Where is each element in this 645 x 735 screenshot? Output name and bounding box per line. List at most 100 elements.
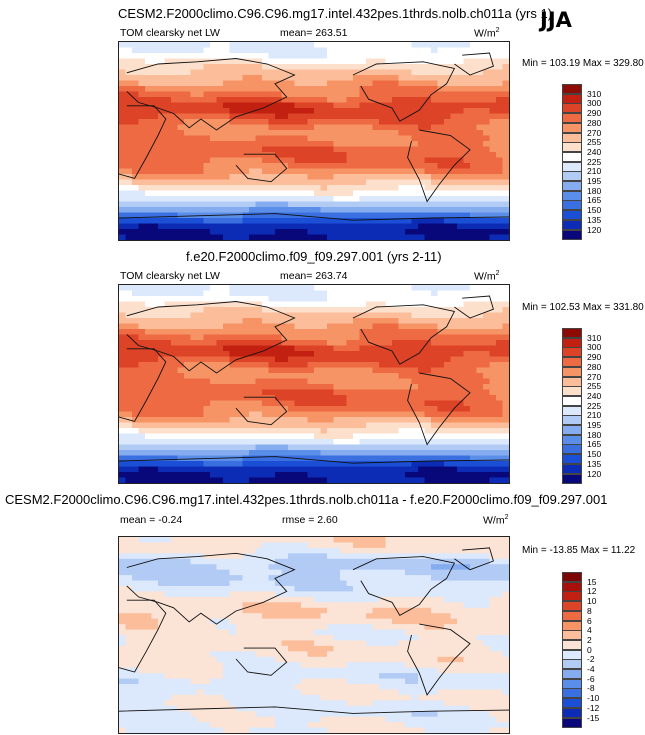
heatmap-cell xyxy=(171,312,179,319)
heatmap-cell xyxy=(275,384,283,391)
heatmap-cell xyxy=(502,75,509,82)
heatmap-cell xyxy=(307,146,315,153)
heatmap-cell xyxy=(223,141,231,148)
heatmap-cell xyxy=(463,477,471,483)
heatmap-cell xyxy=(457,190,465,197)
heatmap-cell xyxy=(463,75,471,82)
heatmap-cell xyxy=(340,542,348,549)
colorbar-swatch xyxy=(562,376,582,387)
heatmap-cell xyxy=(450,472,458,479)
heatmap-cell xyxy=(502,329,509,336)
heatmap-cell xyxy=(190,64,198,71)
heatmap-cell xyxy=(476,75,484,82)
heatmap-cell xyxy=(229,190,237,197)
heatmap-cell xyxy=(392,553,400,560)
heatmap-cell xyxy=(119,422,127,429)
heatmap-cell xyxy=(145,373,153,380)
heatmap-cell xyxy=(418,113,426,120)
heatmap-cell xyxy=(151,42,159,49)
heatmap-cell xyxy=(119,174,127,181)
heatmap-cell xyxy=(496,135,504,142)
heatmap-cell xyxy=(288,444,296,451)
heatmap-cell xyxy=(294,406,302,413)
heatmap-cell xyxy=(353,135,361,142)
heatmap-cell xyxy=(333,406,341,413)
heatmap-cell xyxy=(463,428,471,435)
heatmap-cell xyxy=(392,190,400,197)
heatmap-cell xyxy=(275,185,283,192)
heatmap-cell xyxy=(236,207,244,214)
heatmap-cell xyxy=(132,69,140,76)
heatmap-cell xyxy=(372,575,380,582)
heatmap-cell xyxy=(138,450,146,457)
heatmap-cell xyxy=(223,185,231,192)
heatmap-cell xyxy=(288,553,296,560)
heatmap-cell xyxy=(450,234,458,240)
heatmap-cell xyxy=(320,395,328,402)
heatmap-cell xyxy=(431,329,439,336)
heatmap-cell xyxy=(405,400,413,407)
heatmap-cell xyxy=(340,285,348,292)
heatmap-cell xyxy=(145,234,153,240)
heatmap-cell xyxy=(444,201,452,208)
heatmap-cell xyxy=(366,174,374,181)
heatmap-cell xyxy=(333,218,341,225)
heatmap-cell xyxy=(346,290,354,297)
heatmap-cell xyxy=(294,537,302,544)
heatmap-cell xyxy=(437,477,445,483)
heatmap-cell xyxy=(379,168,387,175)
heatmap-cell xyxy=(184,537,192,544)
panel2-colorbar: 120 135 150 165 180 195 210 225 240 255 270 280 290 3… xyxy=(562,328,601,484)
heatmap-cell xyxy=(229,75,237,82)
heatmap-cell xyxy=(359,433,367,440)
heatmap-cell xyxy=(236,558,244,565)
heatmap-cell xyxy=(314,575,322,582)
heatmap-cell xyxy=(366,553,374,560)
heatmap-cell xyxy=(275,190,283,197)
heatmap-cell xyxy=(301,69,309,76)
heatmap-cell xyxy=(359,102,367,109)
heatmap-cell xyxy=(366,53,374,60)
heatmap-cell xyxy=(119,86,127,93)
heatmap-cell xyxy=(242,80,250,87)
heatmap-cell xyxy=(119,64,127,71)
heatmap-cell xyxy=(411,229,419,236)
heatmap-cell xyxy=(359,312,367,319)
heatmap-cell xyxy=(288,569,296,576)
heatmap-cell xyxy=(132,64,140,71)
heatmap-cell xyxy=(457,212,465,219)
heatmap-cell xyxy=(437,212,445,219)
heatmap-cell xyxy=(411,130,419,137)
heatmap-cell xyxy=(184,312,192,319)
colorbar-swatch xyxy=(562,171,582,182)
heatmap-cell xyxy=(223,75,231,82)
heatmap-cell xyxy=(145,580,153,587)
heatmap-cell xyxy=(145,212,153,219)
heatmap-cell xyxy=(314,80,322,87)
heatmap-cell xyxy=(184,185,192,192)
heatmap-cell xyxy=(249,69,257,76)
heatmap-cell xyxy=(405,296,413,303)
heatmap-cell xyxy=(489,135,497,142)
heatmap-cell xyxy=(275,340,283,347)
heatmap-cell xyxy=(450,212,458,219)
heatmap-cell xyxy=(288,575,296,582)
heatmap-cell xyxy=(249,141,257,148)
heatmap-cell xyxy=(489,301,497,308)
heatmap-cell xyxy=(483,384,491,391)
heatmap-cell xyxy=(346,477,354,483)
colorbar-swatch xyxy=(562,415,582,426)
heatmap-cell xyxy=(138,124,146,131)
heatmap-cell xyxy=(450,157,458,164)
heatmap-cell xyxy=(489,323,497,330)
heatmap-cell xyxy=(359,58,367,65)
heatmap-cell xyxy=(119,97,127,104)
heatmap-cell xyxy=(372,207,380,214)
heatmap-cell xyxy=(437,53,445,60)
heatmap-cell xyxy=(340,461,348,468)
heatmap-cell xyxy=(431,42,439,49)
heatmap-cell xyxy=(281,119,289,126)
heatmap-cell xyxy=(431,141,439,148)
heatmap-cell xyxy=(307,323,315,330)
heatmap-cell xyxy=(314,163,322,170)
